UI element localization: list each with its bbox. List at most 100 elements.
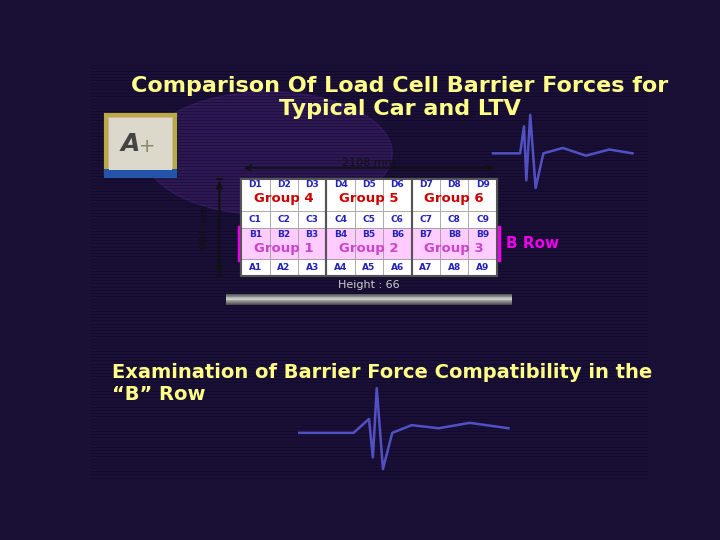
Bar: [440, 211, 469, 228]
Text: A5: A5: [362, 263, 376, 272]
Text: D7: D7: [419, 180, 433, 190]
Text: A: A: [120, 132, 140, 156]
Text: D6: D6: [390, 180, 405, 190]
Text: “B” Row: “B” Row: [112, 385, 205, 404]
Text: B7: B7: [419, 231, 433, 239]
Text: D1: D1: [248, 180, 262, 190]
Text: A7: A7: [419, 263, 433, 272]
Text: D5: D5: [362, 180, 376, 190]
Bar: [269, 228, 298, 259]
Text: Group 5: Group 5: [339, 192, 399, 205]
Bar: [225, 295, 513, 296]
Text: B2: B2: [277, 231, 290, 239]
Bar: [298, 211, 326, 228]
Text: Group 6: Group 6: [424, 192, 484, 205]
Bar: [412, 179, 497, 276]
Bar: [469, 228, 497, 259]
Bar: [440, 259, 469, 276]
Text: Examination of Barrier Force Compatibility in the: Examination of Barrier Force Compatibili…: [112, 363, 652, 382]
Bar: [106, 115, 175, 173]
Bar: [241, 211, 269, 228]
Text: A3: A3: [305, 263, 319, 272]
Text: Typical Car and LTV: Typical Car and LTV: [279, 99, 521, 119]
Bar: [269, 259, 298, 276]
Text: 2108 mm: 2108 mm: [342, 158, 396, 167]
Bar: [469, 259, 497, 276]
Text: C3: C3: [306, 215, 319, 224]
Text: B3: B3: [305, 231, 319, 239]
Text: +: +: [139, 137, 156, 156]
Text: C6: C6: [391, 215, 404, 224]
Bar: [469, 179, 497, 211]
Text: A9: A9: [476, 263, 490, 272]
Bar: [412, 211, 440, 228]
Bar: [225, 302, 513, 303]
Text: D9: D9: [476, 180, 490, 190]
Bar: [383, 179, 412, 211]
Bar: [225, 294, 513, 295]
Bar: [225, 294, 513, 305]
Bar: [383, 259, 412, 276]
Text: C2: C2: [277, 215, 290, 224]
Text: C7: C7: [419, 215, 432, 224]
Text: B Row: B Row: [506, 236, 559, 251]
Text: B5: B5: [362, 231, 376, 239]
Text: C1: C1: [249, 215, 262, 224]
Bar: [412, 259, 440, 276]
Text: C5: C5: [363, 215, 375, 224]
Text: D8: D8: [447, 180, 461, 190]
Text: B8: B8: [448, 231, 461, 239]
Text: D4: D4: [333, 180, 348, 190]
Bar: [326, 259, 355, 276]
Bar: [239, 226, 499, 260]
Text: Group 2: Group 2: [339, 241, 399, 254]
Text: C9: C9: [476, 215, 489, 224]
Bar: [269, 211, 298, 228]
Text: Group 3: Group 3: [424, 241, 484, 254]
Bar: [298, 228, 326, 259]
Bar: [355, 211, 383, 228]
Bar: [355, 228, 383, 259]
Text: A4: A4: [334, 263, 347, 272]
Bar: [109, 118, 172, 170]
Text: D2: D2: [277, 180, 291, 190]
Text: B1: B1: [249, 231, 262, 239]
Bar: [440, 228, 469, 259]
Bar: [355, 179, 383, 211]
Text: B9: B9: [476, 231, 490, 239]
Text: A2: A2: [277, 263, 290, 272]
Text: C4: C4: [334, 215, 347, 224]
Bar: [225, 304, 513, 305]
Bar: [326, 179, 355, 211]
Bar: [225, 298, 513, 299]
Bar: [241, 179, 269, 211]
Text: B6: B6: [391, 231, 404, 239]
Text: D3: D3: [305, 180, 319, 190]
Bar: [225, 300, 513, 301]
Bar: [383, 211, 412, 228]
Bar: [326, 228, 355, 259]
Bar: [241, 228, 269, 259]
Bar: [298, 259, 326, 276]
Text: B4: B4: [334, 231, 347, 239]
Bar: [269, 179, 298, 211]
Bar: [104, 168, 177, 178]
Bar: [355, 259, 383, 276]
Text: A1: A1: [248, 263, 262, 272]
Text: Group 4: Group 4: [254, 192, 314, 205]
Bar: [225, 303, 513, 304]
Text: C8: C8: [448, 215, 461, 224]
Bar: [412, 228, 440, 259]
Bar: [241, 259, 269, 276]
Text: Height : 66: Height : 66: [338, 280, 400, 290]
Bar: [383, 228, 412, 259]
Text: 984 mm: 984 mm: [200, 206, 210, 249]
Bar: [225, 301, 513, 302]
Bar: [326, 211, 355, 228]
Ellipse shape: [144, 92, 392, 215]
Bar: [225, 299, 513, 300]
Bar: [440, 179, 469, 211]
Bar: [241, 179, 326, 276]
Bar: [326, 179, 412, 276]
Text: A6: A6: [391, 263, 404, 272]
